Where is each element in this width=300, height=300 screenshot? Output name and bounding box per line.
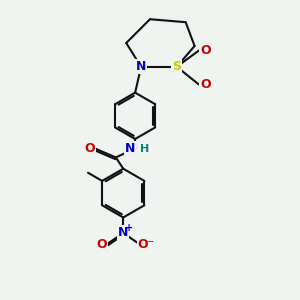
Text: O: O — [96, 238, 107, 251]
Text: N: N — [136, 60, 146, 73]
Text: N: N — [118, 226, 128, 239]
Text: O: O — [200, 78, 211, 91]
Text: N: N — [124, 142, 135, 155]
Text: +: + — [125, 223, 133, 232]
Text: S: S — [172, 60, 181, 73]
Text: H: H — [140, 143, 149, 154]
Text: O⁻: O⁻ — [137, 238, 155, 251]
Text: O: O — [84, 142, 95, 155]
Text: O: O — [200, 44, 211, 57]
